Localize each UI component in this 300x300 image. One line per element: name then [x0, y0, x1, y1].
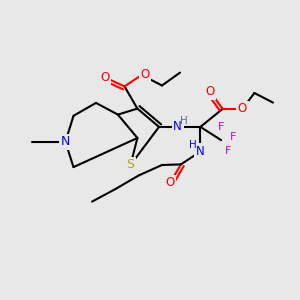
Text: O: O — [100, 71, 109, 84]
Text: N: N — [61, 135, 70, 148]
Text: H: H — [189, 140, 197, 151]
Text: F: F — [230, 132, 236, 142]
Text: H: H — [180, 116, 188, 126]
Text: O: O — [141, 68, 150, 82]
Text: N: N — [196, 145, 205, 158]
Text: N: N — [173, 120, 182, 134]
Text: O: O — [166, 176, 175, 190]
Text: S: S — [127, 158, 134, 172]
Text: F: F — [218, 122, 224, 133]
Text: O: O — [238, 102, 247, 116]
Text: O: O — [206, 85, 214, 98]
Text: F: F — [224, 146, 231, 157]
